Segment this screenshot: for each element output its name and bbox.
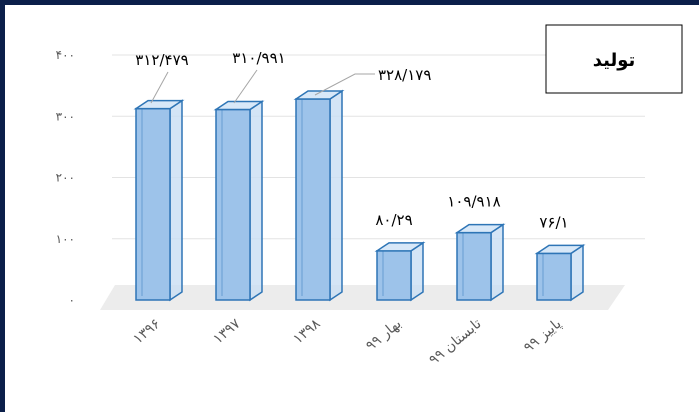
bar bbox=[454, 223, 506, 302]
bar-front bbox=[295, 98, 331, 301]
data-label: ۱۰۹/۹۱۸ bbox=[447, 193, 500, 211]
bar-front bbox=[536, 252, 572, 301]
bar bbox=[213, 100, 265, 302]
bar-side bbox=[169, 99, 183, 302]
bar-top bbox=[374, 242, 426, 252]
data-label: ۳۱۰/۹۹۱ bbox=[232, 49, 285, 67]
bar bbox=[293, 89, 345, 302]
x-tick-label: ۱۳۹۶ bbox=[130, 316, 163, 348]
data-label: ۳۲۸/۱۷۹ bbox=[378, 66, 431, 84]
y-tick-label: ۳۰۰ bbox=[56, 109, 75, 123]
bar-front bbox=[135, 107, 171, 301]
bar-side bbox=[490, 223, 504, 302]
x-tick-label: ۱۳۹۸ bbox=[290, 315, 324, 347]
x-tick-label: تابستان ۹۹ bbox=[426, 316, 484, 369]
y-tick-label: ۰ bbox=[69, 293, 75, 307]
y-tick-label: ۴۰۰ bbox=[56, 48, 75, 62]
bar-top bbox=[293, 90, 345, 100]
bar-top bbox=[454, 223, 506, 234]
leader-line bbox=[150, 71, 169, 104]
bar-top bbox=[133, 99, 185, 110]
x-tick-label: بهار ۹۹ bbox=[363, 316, 405, 355]
bar-side bbox=[329, 89, 343, 302]
x-tick-label: ۱۳۹۷ bbox=[210, 315, 244, 347]
bar-front bbox=[456, 231, 492, 301]
bar bbox=[374, 241, 426, 302]
data-label: ۳۱۲/۴۷۹ bbox=[135, 51, 188, 69]
bar-front bbox=[215, 108, 251, 301]
chart-title: تولید bbox=[593, 50, 636, 71]
bar-side bbox=[570, 243, 584, 302]
y-tick-label: ۱۰۰ bbox=[56, 232, 75, 246]
bar-top bbox=[213, 100, 265, 111]
bar bbox=[534, 243, 586, 302]
chart-title-box bbox=[545, 24, 683, 94]
bar bbox=[133, 99, 185, 302]
y-tick-label: ۲۰۰ bbox=[56, 171, 75, 185]
bar-side bbox=[410, 241, 424, 302]
chart-svg: ۳۱۲/۴۷۹ ۳۱۰/۹۹۱ ۳۲۸/۱۷۹ ۸۰/۲۹ ۱۰۹/۹۱۸ ۷۶/۱ ۰ ۱… bbox=[56, 24, 683, 369]
leader-line bbox=[233, 69, 258, 104]
data-label: ۸۰/۲۹ bbox=[375, 211, 412, 229]
x-tick-label: پاییز ۹۹ bbox=[521, 316, 565, 356]
data-label: ۷۶/۱ bbox=[539, 213, 568, 231]
bar-side bbox=[249, 100, 263, 302]
bar-top bbox=[534, 244, 586, 255]
bar-front bbox=[376, 250, 412, 301]
leader-line bbox=[314, 73, 375, 96]
